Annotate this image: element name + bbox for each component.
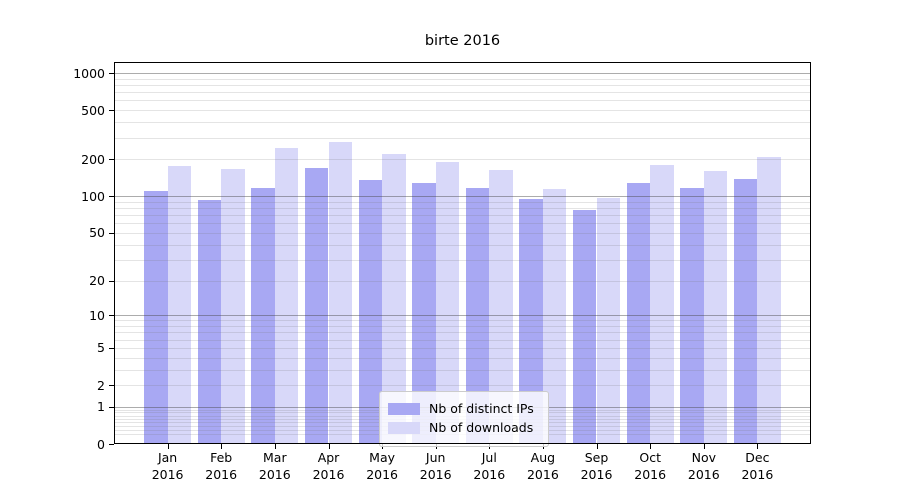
bar-aug-downloads [542,189,567,444]
plot-area: Nb of distinct IPs Nb of downloads [114,62,811,447]
bar-sep-distinct-ips [572,210,597,444]
bar-may-distinct-ips [358,180,383,444]
y-tick-label-10: 10 [89,307,105,323]
legend-label-downloads: Nb of downloads [429,420,534,435]
y-tick-label-100: 100 [81,188,105,204]
y-tick-mark-1 [109,406,114,408]
bar-dec-distinct-ips [733,179,758,444]
y-tick-label-500: 500 [81,102,105,118]
bar-feb-downloads [221,168,245,444]
x-tick-label-may: May 2016 [366,450,398,482]
y-tick-label-20: 20 [89,273,105,288]
y-tick-mark-10 [109,315,114,317]
bar-nov-distinct-ips [680,188,704,444]
y-tick-mark-100 [109,196,114,198]
x-tick-mark-jan [167,444,169,449]
bar-oct-distinct-ips [626,183,651,444]
bar-nov-downloads [703,170,728,444]
bar-jan-downloads [167,166,192,444]
x-tick-label-apr: Apr 2016 [312,450,345,482]
y-tick-mark-200 [109,159,114,161]
y-tick-label-5: 5 [97,340,105,356]
x-tick-mark-feb [221,444,223,449]
x-tick-mark-sep [596,444,598,449]
bar-jul-distinct-ips [465,187,490,444]
x-tick-label-nov: Nov 2016 [687,450,720,482]
y-tick-mark-500 [109,110,114,112]
y-tick-label-1: 1 [97,399,105,415]
y-tick-mark-50 [109,232,114,234]
bar-mar-distinct-ips [251,187,275,444]
x-tick-label-feb: Feb 2016 [205,450,238,482]
legend-item-downloads: Nb of downloads [388,420,538,436]
chart-title: birte 2016 [424,33,501,49]
bars-layer [114,62,811,444]
bar-apr-downloads [328,142,353,444]
x-tick-mark-mar [274,444,276,449]
x-tick-label-aug: Aug 2016 [526,450,559,482]
bar-oct-downloads [650,164,674,444]
bar-jun-distinct-ips [412,183,436,444]
bar-dec-downloads [757,157,781,444]
bar-jun-downloads [435,162,460,444]
x-tick-label-oct: Oct 2016 [634,450,667,482]
bar-mar-downloads [274,148,299,444]
y-tick-label-200: 200 [81,151,105,167]
x-tick-mark-apr [328,444,330,449]
x-tick-label-dec: Dec 2016 [741,450,774,482]
x-tick-label-sep: Sep 2016 [580,450,613,482]
y-tick-label-0: 0 [97,436,105,452]
y-tick-mark-5 [109,347,114,349]
legend-swatch-downloads [388,422,420,434]
legend-label-distinct-ips: Nb of distinct IPs [429,401,534,416]
y-tick-mark-1000 [109,73,114,74]
x-tick-label-mar: Mar 2016 [258,450,291,482]
bar-jan-distinct-ips [144,190,168,444]
bar-apr-distinct-ips [304,167,329,444]
x-tick-label-jan: Jan 2016 [151,450,184,482]
y-tick-label-2: 2 [97,377,105,393]
x-tick-mark-oct [650,444,652,449]
legend-item-distinct-ips: Nb of distinct IPs [388,401,538,417]
x-tick-label-jul: Jul 2016 [473,450,506,482]
bar-aug-distinct-ips [519,198,543,444]
y-tick-mark-20 [109,280,114,282]
y-tick-label-1000: 1000 [73,65,105,81]
bar-may-downloads [382,154,406,444]
y-tick-mark-0 [109,444,114,445]
bar-jul-downloads [489,170,513,444]
legend: Nb of distinct IPs Nb of downloads [379,391,549,447]
x-tick-label-jun: Jun 2016 [419,450,452,482]
y-tick-label-50: 50 [89,225,105,241]
y-tick-mark-2 [109,385,114,386]
x-tick-mark-nov [703,444,705,449]
legend-swatch-distinct-ips [388,403,420,415]
x-tick-mark-dec [757,444,759,449]
bar-feb-distinct-ips [197,199,222,444]
bar-sep-downloads [596,198,621,444]
